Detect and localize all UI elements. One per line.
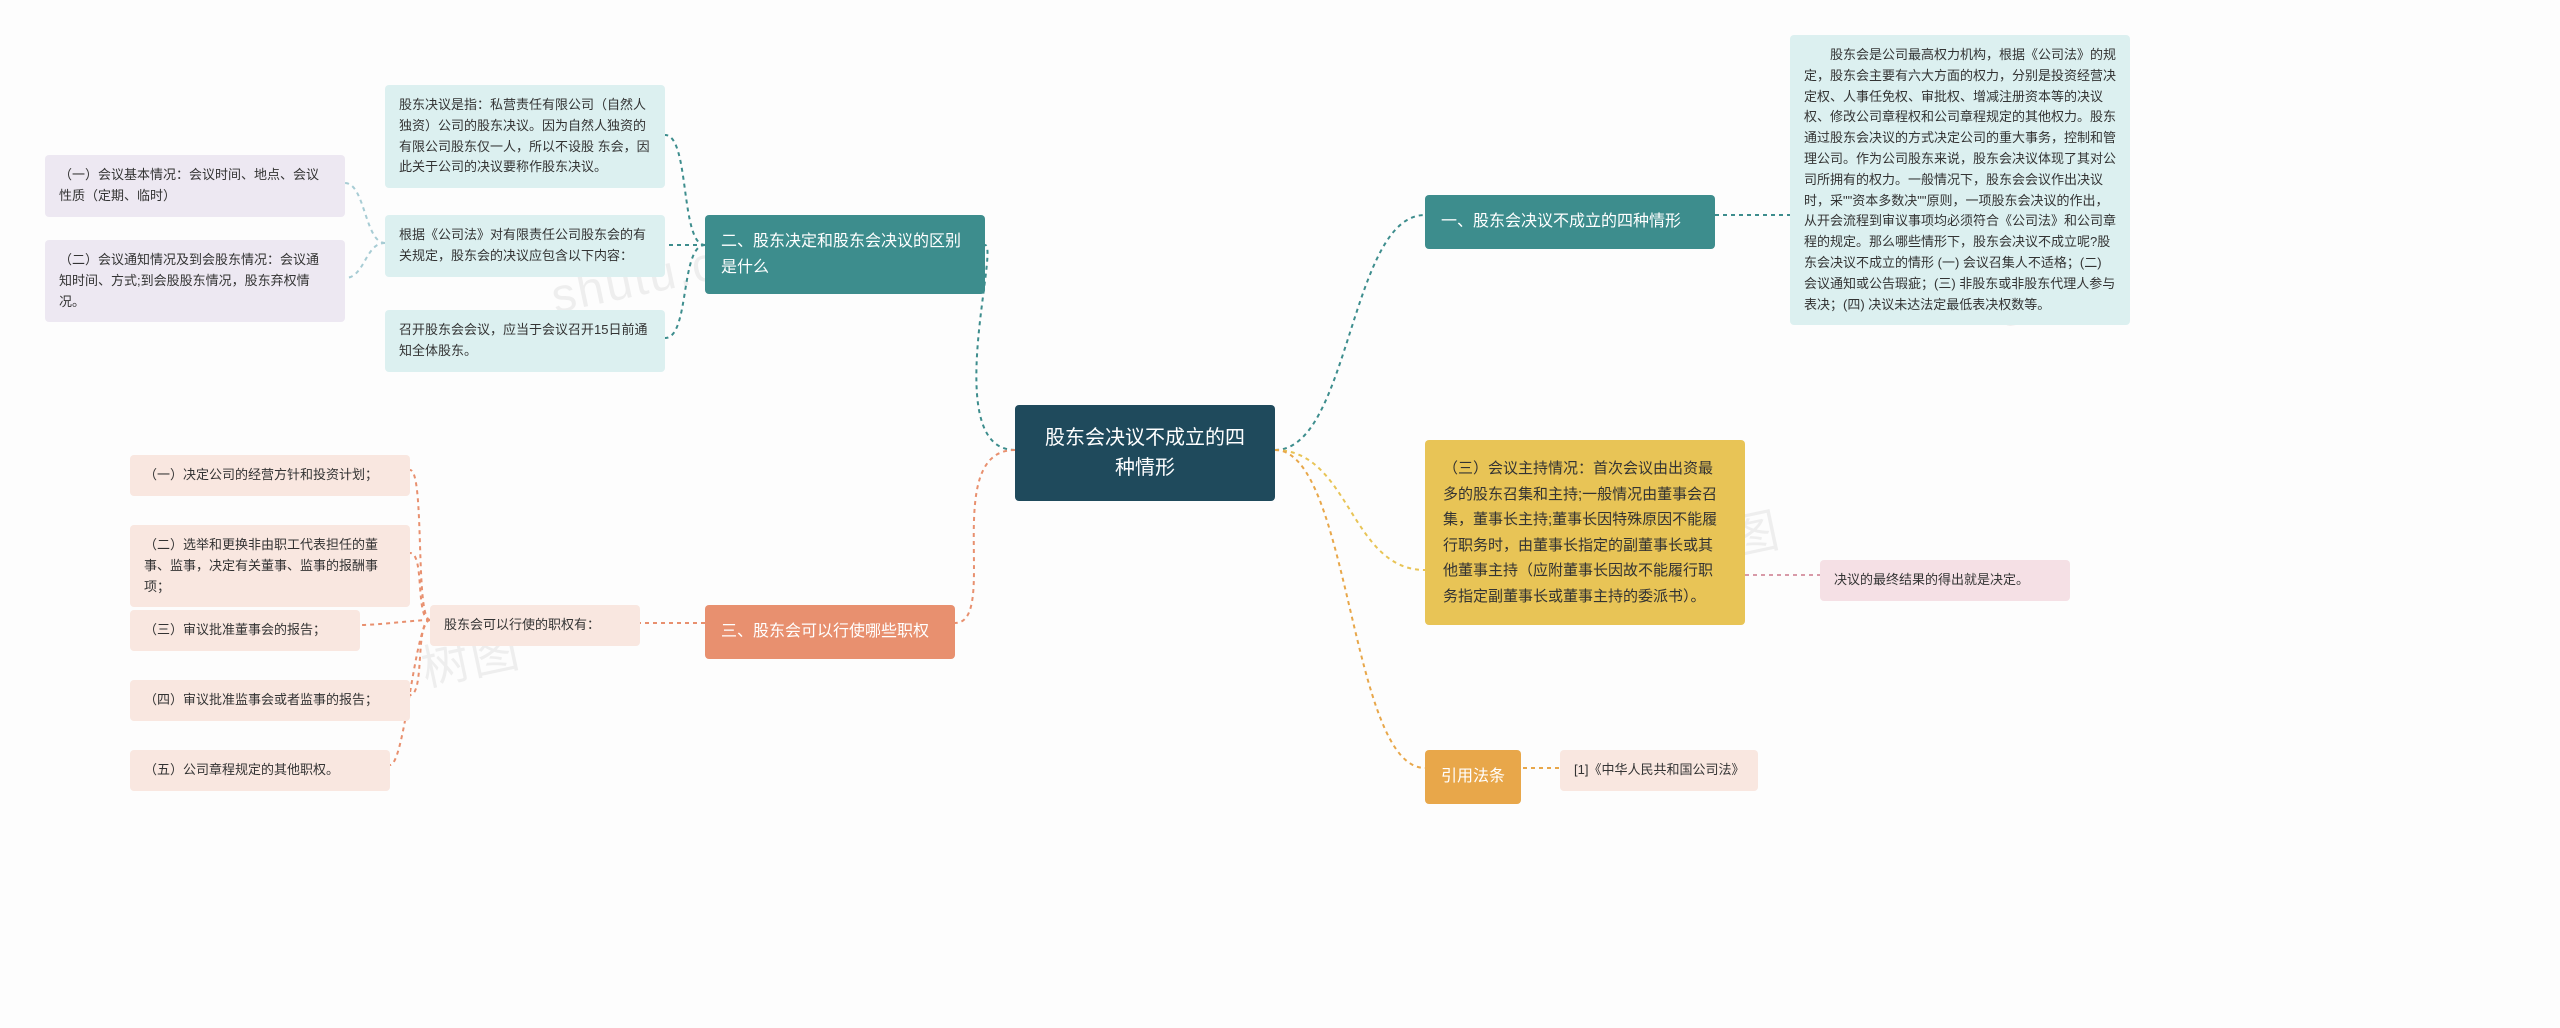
branch-two-leaf-2: 根据《公司法》对有限责任公司股东会的有关规定，股东会的决议应包含以下内容： [385, 215, 665, 277]
branch-two: 二、股东决定和股东会决议的区别是什么 [705, 215, 985, 294]
branch-one-leaf: 股东会是公司最高权力机构，根据《公司法》的规定，股东会主要有六大方面的权力，分别… [1790, 35, 2130, 325]
connectors-layer [0, 0, 2560, 1028]
branch-three-leaf-5: （五）公司章程规定的其他职权。 [130, 750, 390, 791]
root-node: 股东会决议不成立的四种情形 [1015, 405, 1275, 501]
branch-three-leaf-0: 股东会可以行使的职权有： [430, 605, 640, 646]
branch-three-leaf-4: （四）审议批准监事会或者监事的报告； [130, 680, 410, 721]
branch-two-leaf-1: 股东决议是指：私营责任有限公司（自然人独资）公司的股东决议。因为自然人独资的有限… [385, 85, 665, 188]
branch-meeting-host-leaf: 决议的最终结果的得出就是决定。 [1820, 560, 2070, 601]
branch-two-leaf-2b: （二）会议通知情况及到会股东情况：会议通知时间、方式;到会股股东情况，股东弃权情… [45, 240, 345, 322]
branch-meeting-host: （三）会议主持情况：首次会议由出资最多的股东召集和主持;一般情况由董事会召集，董… [1425, 440, 1745, 625]
branch-one: 一、股东会决议不成立的四种情形 [1425, 195, 1715, 249]
branch-three-leaf-3: （三）审议批准董事会的报告； [130, 610, 360, 651]
branch-two-leaf-3: 召开股东会会议，应当于会议召开15日前通知全体股东。 [385, 310, 665, 372]
branch-citation: 引用法条 [1425, 750, 1521, 804]
branch-citation-leaf: [1]《中华人民共和国公司法》 [1560, 750, 1758, 791]
branch-three-leaf-2: （二）选举和更换非由职工代表担任的董事、监事，决定有关董事、监事的报酬事项； [130, 525, 410, 607]
branch-three-leaf-1: （一）决定公司的经营方针和投资计划； [130, 455, 410, 496]
branch-two-leaf-2a: （一）会议基本情况：会议时间、地点、会议性质（定期、临时） [45, 155, 345, 217]
branch-three: 三、股东会可以行使哪些职权 [705, 605, 955, 659]
